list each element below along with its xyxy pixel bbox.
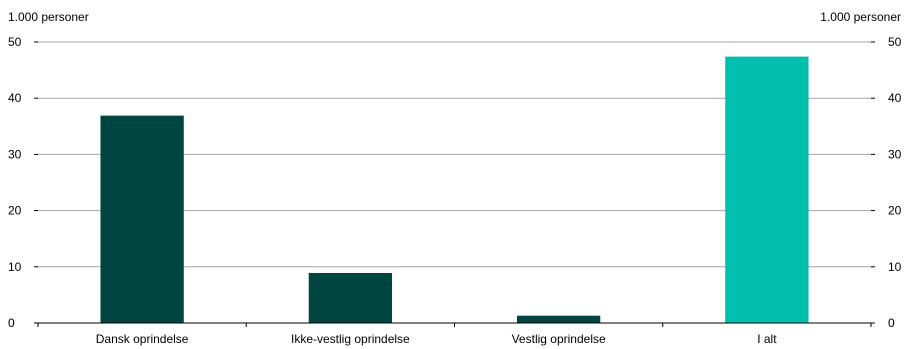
y-tick-label-left: 0: [8, 316, 15, 330]
y-axis-left: 0 10 20 30 40 50: [8, 35, 38, 330]
y-tick-label-left: 30: [8, 147, 22, 161]
y-unit-label-right: 1.000 personer: [820, 10, 901, 24]
y-tick-label-right: 20: [888, 204, 902, 218]
y-tick-label-right: 0: [888, 316, 895, 330]
y-tick-label-left: 10: [8, 260, 22, 274]
y-tick-label-left: 40: [8, 91, 22, 105]
y-tick-label-right: 50: [888, 35, 902, 49]
bar: [516, 315, 601, 323]
bar: [100, 115, 184, 323]
y-tick-label-right: 40: [888, 91, 902, 105]
x-tick-label: Ikke-vestlig oprindelse: [291, 332, 410, 346]
x-tick-label: Vestlig oprindelse: [512, 332, 606, 346]
bars: [100, 56, 809, 323]
y-tick-label-right: 30: [888, 147, 902, 161]
y-tick-label-right: 10: [888, 260, 902, 274]
x-tick-label: Dansk oprindelse: [96, 332, 189, 346]
x-axis: Dansk oprindelse Ikke-vestlig oprindelse V…: [37, 322, 872, 346]
bar: [308, 272, 393, 323]
y-tick-label-left: 50: [8, 35, 22, 49]
x-tick-label: I alt: [757, 332, 777, 346]
y-unit-label-left: 1.000 personer: [8, 10, 89, 24]
y-axis-right: 0 10 20 30 40 50: [871, 35, 902, 330]
y-tick-label-left: 20: [8, 204, 22, 218]
bar: [725, 56, 809, 323]
